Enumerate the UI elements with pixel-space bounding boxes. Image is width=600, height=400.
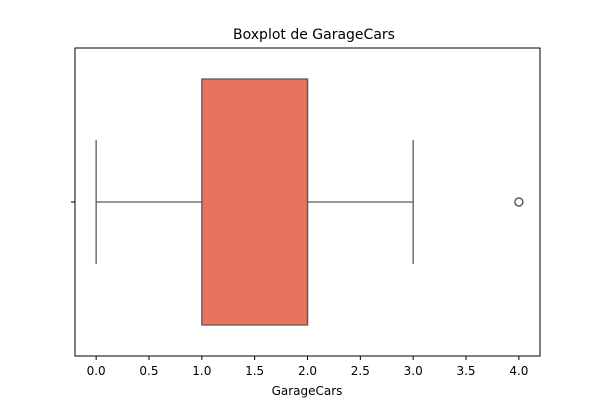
x-axis-label: GarageCars: [272, 384, 343, 398]
x-tick-label: 4.0: [509, 364, 528, 378]
x-axis-ticks: 0.0 0.5 1.0 1.5 2.0 2.5 3.0 3.5 4.0: [87, 356, 528, 378]
chart-title: Boxplot de GarageCars: [233, 27, 395, 43]
x-tick-label: 3.0: [404, 364, 423, 378]
x-tick-label: 0.0: [87, 364, 106, 378]
x-tick-label: 3.5: [456, 364, 475, 378]
x-tick-label: 2.5: [351, 364, 370, 378]
x-tick-label: 0.5: [139, 364, 158, 378]
x-tick-label: 1.5: [245, 364, 264, 378]
outlier-point: [514, 197, 524, 207]
box-plot: [95, 78, 524, 326]
x-tick-label: 1.0: [192, 364, 211, 378]
interquartile-box: [201, 78, 309, 326]
x-tick-label: 2.0: [298, 364, 317, 378]
